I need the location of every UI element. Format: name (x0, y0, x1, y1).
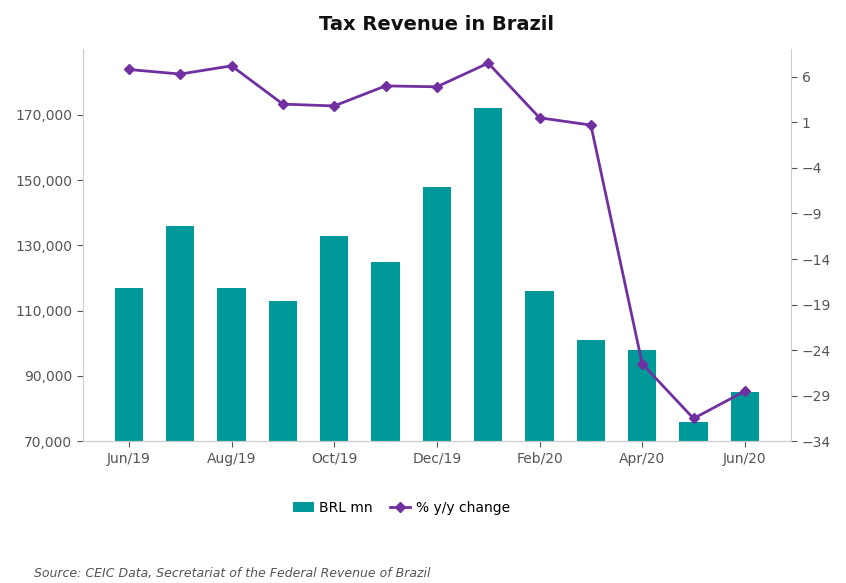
Bar (628, 350, 656, 583)
% y/y change (277, 101, 288, 108)
% y/y change (637, 360, 647, 367)
Legend: BRL mn, % y/y change: BRL mn, % y/y change (288, 495, 515, 521)
% y/y change (431, 83, 442, 90)
Bar (731, 392, 759, 583)
Bar (166, 226, 195, 583)
Line: % y/y change: % y/y change (125, 59, 749, 422)
Bar (525, 291, 553, 583)
% y/y change (689, 415, 699, 422)
% y/y change (329, 103, 339, 110)
% y/y change (483, 59, 493, 66)
% y/y change (227, 62, 237, 69)
% y/y change (175, 71, 185, 78)
Bar (679, 422, 707, 583)
% y/y change (535, 114, 545, 121)
Bar (217, 288, 245, 583)
Bar (577, 340, 605, 583)
Bar (423, 187, 451, 583)
Bar (269, 301, 297, 583)
Bar (474, 108, 503, 583)
Bar (371, 262, 399, 583)
% y/y change (124, 66, 134, 73)
Bar (320, 236, 349, 583)
% y/y change (381, 82, 391, 89)
% y/y change (739, 388, 750, 395)
Title: Tax Revenue in Brazil: Tax Revenue in Brazil (320, 15, 554, 34)
Bar (115, 288, 143, 583)
% y/y change (585, 122, 596, 129)
Text: Source: CEIC Data, Secretariat of the Federal Revenue of Brazil: Source: CEIC Data, Secretariat of the Fe… (34, 567, 431, 580)
